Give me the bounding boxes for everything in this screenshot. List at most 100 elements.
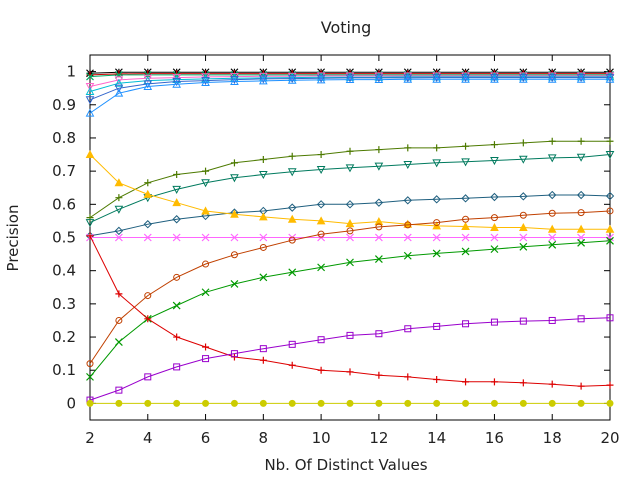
data-point — [201, 233, 210, 242]
data-point — [490, 74, 499, 83]
data-point — [605, 74, 615, 83]
data-point — [519, 192, 528, 201]
data-point — [287, 168, 297, 177]
data-point — [606, 236, 614, 245]
data-point — [490, 222, 499, 232]
data-point — [518, 72, 528, 81]
data-point — [519, 317, 527, 325]
data-point — [606, 233, 614, 242]
data-point — [143, 233, 152, 242]
data-point — [577, 238, 586, 247]
data-point — [461, 233, 470, 242]
x-tick-label: 4 — [143, 429, 153, 447]
data-point — [172, 215, 181, 224]
data-point — [143, 80, 153, 89]
y-tick-label: 0.8 — [52, 129, 76, 147]
data-point — [85, 83, 95, 92]
data-point — [432, 249, 441, 258]
data-point — [403, 233, 412, 242]
data-point — [85, 219, 95, 228]
data-point — [85, 86, 95, 95]
data-point — [605, 224, 615, 233]
data-point — [462, 399, 470, 407]
data-point — [461, 194, 470, 203]
data-point — [547, 72, 557, 81]
data-point — [433, 144, 441, 152]
data-point — [345, 164, 355, 173]
series-16 — [86, 314, 614, 404]
data-point — [258, 75, 268, 84]
data-point — [201, 288, 210, 297]
data-point — [172, 198, 182, 207]
data-point — [172, 79, 182, 88]
data-point — [201, 77, 210, 87]
data-point — [461, 72, 470, 81]
x-tick-label: 12 — [369, 429, 388, 447]
series-15 — [86, 232, 614, 390]
data-point — [173, 399, 181, 407]
data-point — [403, 196, 412, 205]
data-point — [202, 399, 210, 407]
data-point — [490, 399, 498, 407]
data-point — [259, 399, 267, 407]
y-tick-label: 0.1 — [52, 361, 76, 379]
data-point — [433, 322, 441, 330]
data-point — [548, 190, 557, 200]
data-point — [403, 161, 413, 170]
data-point — [201, 179, 210, 188]
series-7 — [85, 74, 615, 117]
data-point — [288, 268, 297, 277]
data-point — [346, 368, 354, 376]
data-point — [547, 154, 557, 163]
series-line — [89, 235, 611, 387]
data-point — [374, 162, 384, 171]
data-point — [86, 72, 94, 81]
data-point — [518, 74, 528, 83]
data-point — [346, 399, 354, 407]
data-point — [259, 243, 267, 251]
data-point — [605, 72, 615, 81]
data-point — [547, 74, 557, 83]
data-point — [576, 74, 586, 83]
data-point — [519, 139, 527, 147]
y-tick-label: 1 — [66, 63, 76, 81]
data-point — [577, 382, 585, 390]
data-point — [519, 379, 527, 387]
data-point — [316, 75, 326, 84]
data-point — [230, 76, 239, 86]
data-point — [375, 371, 383, 379]
data-point — [114, 76, 124, 85]
data-point — [201, 206, 210, 215]
data-point — [432, 74, 442, 83]
data-point — [432, 72, 442, 81]
data-point — [490, 233, 499, 242]
data-point — [172, 301, 181, 310]
data-point — [403, 72, 413, 81]
series-layer — [85, 68, 615, 407]
data-point — [115, 316, 123, 324]
data-point — [432, 233, 441, 242]
data-point — [518, 222, 528, 232]
data-point — [375, 223, 383, 231]
data-point — [375, 330, 383, 338]
data-point — [258, 212, 268, 221]
data-point — [346, 147, 354, 155]
series-13 — [86, 207, 614, 368]
data-point — [317, 263, 326, 272]
data-point — [114, 78, 124, 87]
data-point — [461, 221, 470, 231]
data-point — [606, 137, 614, 145]
series-line — [89, 317, 611, 401]
series-9 — [85, 151, 615, 228]
data-point — [288, 203, 297, 212]
data-point — [114, 233, 123, 242]
data-point — [576, 74, 586, 83]
data-point — [518, 74, 528, 83]
data-point — [115, 70, 123, 78]
data-point — [519, 242, 528, 251]
data-point — [345, 74, 355, 84]
data-point — [519, 211, 527, 219]
data-point — [345, 200, 355, 209]
data-point — [606, 314, 614, 322]
data-point — [288, 340, 296, 348]
